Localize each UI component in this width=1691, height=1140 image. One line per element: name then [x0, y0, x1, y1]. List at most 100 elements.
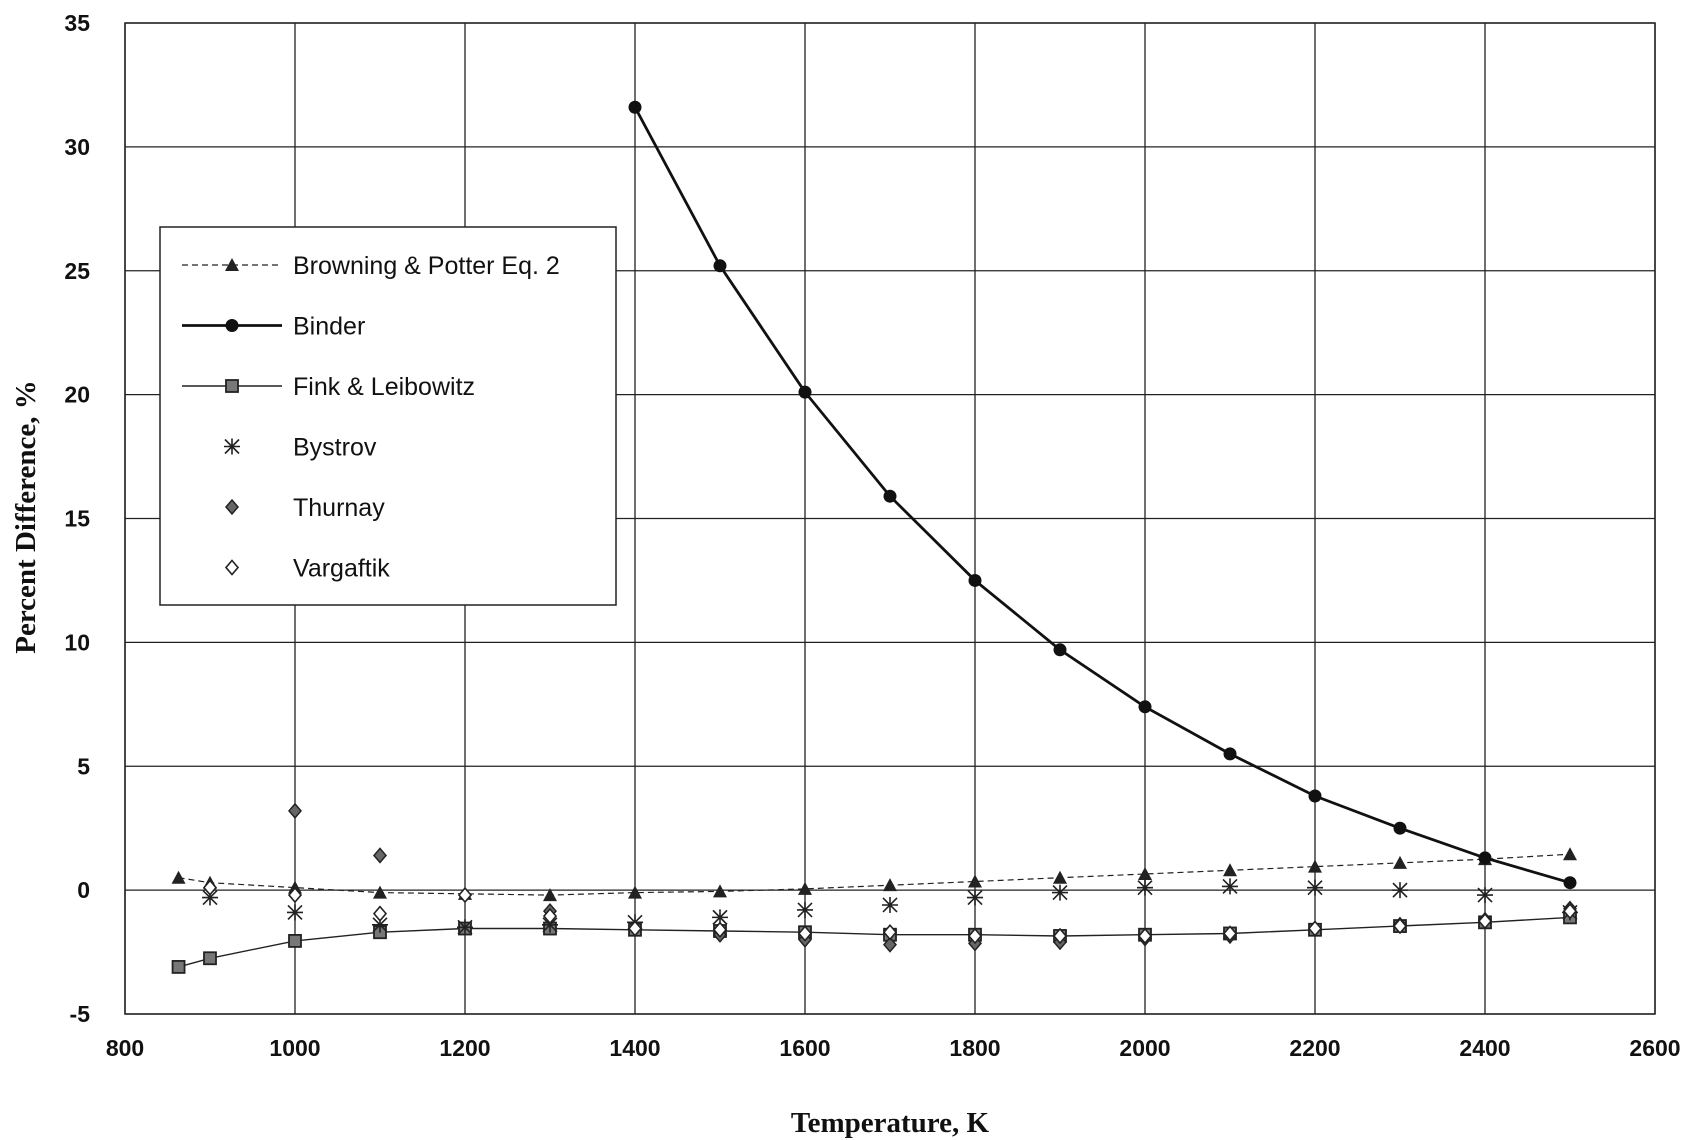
y-tick-label: 20: [64, 382, 90, 408]
data-point: [712, 921, 728, 938]
data-point: [543, 888, 557, 902]
series-layer: [171, 100, 1578, 974]
x-tick-label: 2600: [1629, 1035, 1680, 1061]
data-point: [968, 573, 982, 587]
x-axis-title: Temperature, K: [791, 1107, 990, 1139]
data-point: [288, 934, 302, 948]
data-point: [225, 498, 239, 516]
data-point: [542, 907, 558, 925]
data-point: [1308, 789, 1322, 803]
x-tick-label: 1000: [269, 1035, 320, 1061]
data-point: [372, 916, 388, 933]
data-point: [882, 924, 898, 941]
data-point: [713, 259, 727, 273]
x-tick-label: 1800: [949, 1035, 1000, 1061]
series-line: [178, 916, 1571, 968]
legend-label: Fink & Leibowitz: [293, 373, 475, 401]
x-tick-label: 1200: [439, 1035, 490, 1061]
series-1: [628, 100, 1577, 890]
legend-box: [159, 226, 617, 606]
data-point: [968, 874, 982, 888]
data-point: [628, 100, 642, 114]
legend: Browning & Potter Eq. 2 Binder Fink & Lei…: [159, 226, 617, 606]
data-point: [1478, 851, 1492, 865]
data-point: [1563, 847, 1577, 861]
data-point: [1393, 821, 1407, 835]
data-point: [1138, 867, 1152, 881]
x-tick-label: 2200: [1289, 1035, 1340, 1061]
legend-item: Thurnay: [225, 494, 385, 522]
legend-label: Browning & Potter Eq. 2: [293, 252, 560, 280]
data-point: [883, 489, 897, 503]
data-point: [1222, 878, 1238, 895]
data-point: [1392, 917, 1408, 935]
series-line: [633, 106, 1571, 885]
legend-item: Bystrov: [224, 434, 377, 462]
y-tick-label: 5: [77, 753, 90, 779]
data-point: [1053, 870, 1067, 884]
data-point: [287, 904, 303, 921]
data-point: [1223, 863, 1237, 877]
x-tick-label: 1400: [609, 1035, 660, 1061]
data-point: [1307, 920, 1323, 937]
data-point: [1393, 855, 1407, 869]
data-point: [798, 881, 812, 895]
y-tick-label: 25: [64, 258, 90, 284]
data-point: [882, 896, 898, 913]
data-point: [373, 885, 387, 899]
data-point: [967, 889, 983, 906]
data-point: [1053, 643, 1067, 657]
y-tick-label: -5: [70, 1001, 91, 1027]
data-point: [457, 919, 473, 936]
legend-item: Vargaftik: [224, 555, 390, 583]
data-point: [1138, 700, 1152, 714]
data-point: [225, 319, 239, 332]
data-point: [171, 960, 186, 974]
x-tick-label: 2000: [1119, 1035, 1170, 1061]
data-point: [1222, 925, 1238, 942]
data-point: [287, 886, 303, 904]
data-point: [373, 847, 387, 864]
data-point: [1562, 902, 1578, 920]
y-tick-label: 10: [64, 629, 90, 655]
data-point: [225, 258, 239, 271]
y-tick-label: 15: [64, 506, 90, 532]
y-axis-title: Percent Difference, %: [10, 380, 42, 654]
data-point: [1563, 876, 1577, 890]
data-point: [883, 936, 897, 953]
legend-label: Thurnay: [293, 494, 385, 522]
series-5: [202, 879, 1578, 945]
data-point: [224, 559, 240, 576]
data-point: [1477, 912, 1493, 930]
x-tick-label: 800: [106, 1035, 144, 1061]
data-point: [1308, 859, 1322, 873]
data-point: [797, 925, 813, 942]
series-4: [288, 802, 1577, 953]
data-point: [288, 802, 302, 819]
legend-label: Bystrov: [293, 434, 377, 462]
data-point: [797, 901, 813, 918]
legend-item: Fink & Leibowitz: [182, 373, 475, 401]
series-line: [178, 853, 1571, 896]
tick-labels: 800 1000 1200 1400 1600 1800 2000 2200 2400 2600 -…: [64, 10, 1680, 1061]
data-point: [1307, 879, 1323, 896]
data-point: [628, 885, 642, 899]
y-tick-label: 30: [64, 134, 90, 160]
y-tick-label: 0: [77, 877, 90, 903]
data-point: [967, 927, 983, 945]
data-point: [457, 886, 473, 904]
data-point: [1392, 882, 1408, 899]
series-2: [171, 910, 1577, 974]
data-point: [224, 438, 240, 455]
data-point: [883, 878, 897, 892]
legend-label: Vargaftik: [293, 555, 390, 583]
y-tick-label: 35: [64, 10, 90, 36]
data-point: [627, 920, 643, 937]
data-point: [225, 379, 239, 393]
data-point: [713, 884, 727, 898]
data-point: [202, 879, 218, 896]
data-point: [798, 385, 812, 399]
data-point: [171, 870, 186, 884]
legend-item: Binder: [182, 313, 365, 341]
